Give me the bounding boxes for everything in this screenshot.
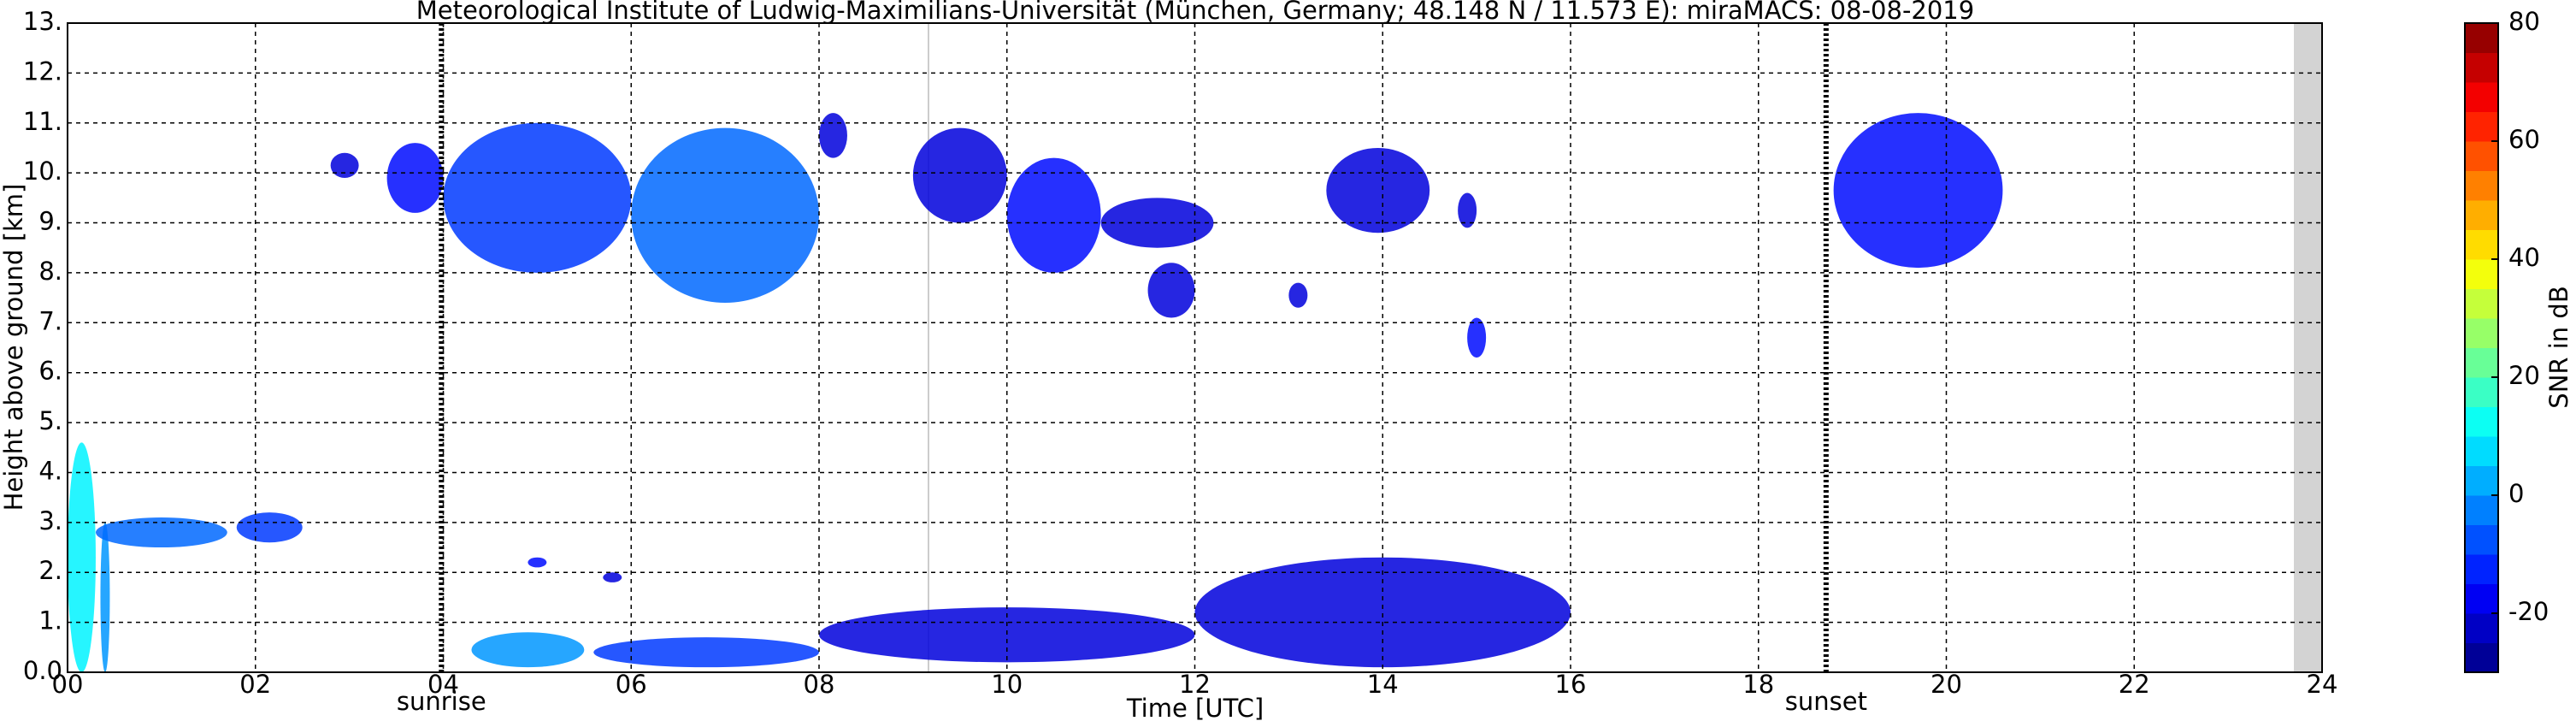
colorbar-step (2465, 347, 2498, 378)
x-tick-label: 08 (804, 670, 835, 699)
colorbar-step (2465, 318, 2498, 348)
colorbar-step (2465, 465, 2498, 496)
echo (1147, 263, 1195, 318)
y-tick-label: 9. (38, 207, 62, 236)
colorbar-step (2465, 642, 2498, 673)
y-tick-label: 13. (23, 7, 62, 36)
x-tick-label: 18 (1742, 670, 1774, 699)
echo (1288, 282, 1308, 308)
echo (236, 512, 303, 543)
colorbar-label: SNR in dB (2544, 286, 2573, 408)
echo (819, 113, 847, 158)
colorbar-step (2465, 406, 2498, 437)
echo (100, 522, 110, 672)
colorbar-step (2465, 52, 2498, 83)
colorbar-step (2465, 111, 2498, 142)
x-tick-label: 22 (2119, 670, 2150, 699)
y-tick-label: 7. (38, 306, 62, 335)
colorbar-step (2465, 288, 2498, 319)
colorbar-step (2465, 377, 2498, 407)
y-tick-label: 4. (38, 456, 62, 485)
echo (1467, 317, 1487, 358)
echo (443, 122, 632, 273)
echo (68, 442, 96, 672)
colorbar-tick-label: -20 (2508, 597, 2549, 626)
echo (528, 557, 547, 568)
echo (1194, 557, 1571, 668)
colorbar-tick-label: 0 (2508, 479, 2524, 508)
sun-label: sunrise (397, 687, 486, 716)
echo (631, 127, 819, 303)
colorbar-step (2465, 82, 2498, 112)
colorbar-step (2465, 583, 2498, 614)
colorbar-step (2465, 141, 2498, 171)
x-tick-label: 20 (1931, 670, 1962, 699)
y-tick-label: 11. (23, 107, 62, 136)
y-tick-label: 6. (38, 357, 62, 386)
x-tick-label: 06 (616, 670, 647, 699)
plot-frame (67, 22, 2323, 673)
y-tick-label: 1. (38, 606, 62, 635)
colorbar-tick-label: 80 (2508, 7, 2540, 36)
y-tick-label: 3. (38, 506, 62, 535)
colorbar-step (2465, 229, 2498, 260)
x-tick-label: 14 (1367, 670, 1399, 699)
colorbar-step (2465, 524, 2498, 555)
colorbar-step (2465, 613, 2498, 643)
y-tick-label: 2. (38, 556, 62, 585)
colorbar-step (2465, 495, 2498, 525)
no-data-region (2294, 23, 2322, 672)
x-axis-label: Time [UTC] (1126, 694, 1264, 723)
y-tick-label: 10. (23, 157, 62, 186)
colorbar-frame (2464, 22, 2499, 673)
echo (330, 152, 359, 178)
echo (593, 637, 820, 668)
echo (1326, 147, 1430, 233)
y-tick-label: 0.0 (23, 656, 62, 685)
sun-label: sunset (1785, 687, 1867, 716)
x-tick-label: 16 (1555, 670, 1587, 699)
colorbar-tick-label: 40 (2508, 243, 2540, 272)
y-tick-label: 8. (38, 257, 62, 286)
x-tick-label: 10 (991, 670, 1023, 699)
x-tick-label: 00 (52, 670, 84, 699)
chart-title: Meteorological Institute of Ludwig-Maxim… (416, 0, 1974, 25)
colorbar-tick-label: 20 (2508, 361, 2540, 390)
x-tick-label: 24 (2307, 670, 2338, 699)
echo (471, 632, 585, 668)
echo (1006, 157, 1101, 273)
colorbar-step (2465, 200, 2498, 230)
x-tick-label: 04 (427, 670, 459, 699)
x-tick-label: 02 (239, 670, 271, 699)
y-tick-label: 5. (38, 406, 62, 435)
colorbar-tick-label: 60 (2508, 125, 2540, 154)
echo (95, 517, 227, 548)
colorbar-step (2465, 554, 2498, 584)
echo (603, 572, 622, 582)
y-tick-label: 12. (23, 56, 62, 86)
echo (386, 143, 444, 213)
colorbar-step (2465, 436, 2498, 466)
echo (912, 127, 1007, 223)
colorbar-step (2465, 259, 2498, 289)
echo (819, 607, 1195, 663)
echo (1833, 113, 2003, 269)
colorbar-step (2465, 23, 2498, 53)
echo (1458, 192, 1477, 228)
y-axis-label: Height above ground [km] (0, 184, 28, 511)
colorbar-step (2465, 170, 2498, 201)
x-tick-label: 12 (1179, 670, 1211, 699)
